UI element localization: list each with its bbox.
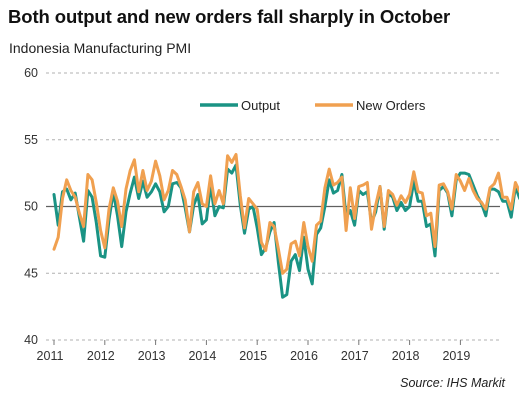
series-line-output (52, 163, 519, 299)
legend-label-new-orders: New Orders (356, 98, 426, 113)
series-lines (52, 152, 519, 299)
chart-subtitle: Indonesia Manufacturing PMI (9, 40, 192, 56)
series-line-new-orders (52, 152, 519, 275)
y-tick-label: 55 (24, 133, 38, 147)
x-axis: 2011 2012 2013 2014 2015 2016 2017 2018 2019 (37, 340, 470, 363)
x-tick-label: 2018 (392, 349, 420, 363)
y-tick-label: 45 (24, 266, 38, 280)
y-tick-label: 50 (24, 200, 38, 214)
x-tick-label: 2011 (37, 349, 64, 363)
legend: Output New Orders (200, 98, 426, 113)
x-tick-label: 2019 (442, 349, 470, 363)
source-note: Source: IHS Markit (400, 376, 505, 390)
gridlines (46, 72, 500, 341)
x-tick-label: 2017 (341, 349, 369, 363)
x-tick-label: 2012 (87, 349, 115, 363)
x-tick-label: 2015 (239, 349, 267, 363)
chart-title: Both output and new orders fall sharply … (8, 6, 451, 27)
legend-label-output: Output (241, 98, 280, 113)
y-tick-label: 60 (24, 66, 38, 80)
y-tick-label: 40 (24, 333, 38, 347)
y-axis: 40 45 50 55 60 (24, 66, 38, 347)
x-tick-label: 2014 (188, 349, 216, 363)
x-tick-label: 2013 (138, 349, 166, 363)
x-tick-label: 2016 (290, 349, 318, 363)
